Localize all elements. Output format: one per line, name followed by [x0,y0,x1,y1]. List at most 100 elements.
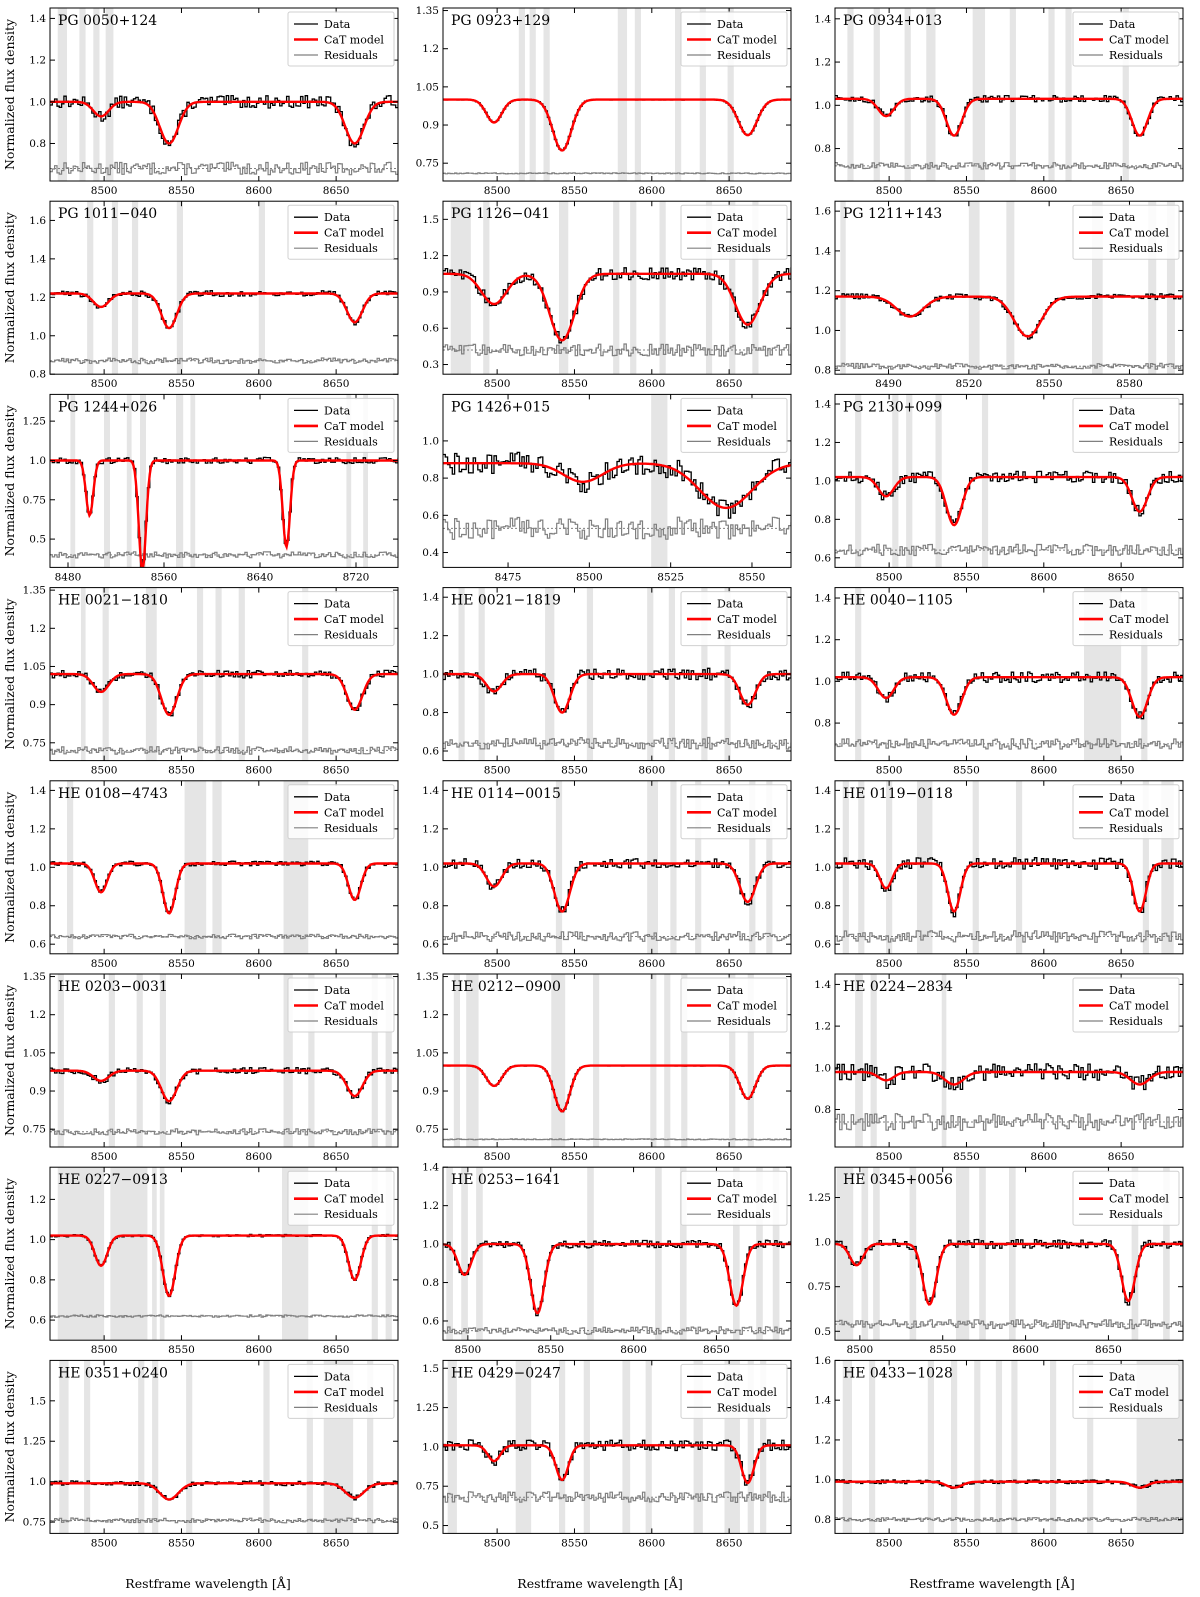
x-tick-label: 8550 [953,571,980,583]
x-tick-label: 8550 [739,571,766,583]
legend-label-data: Data [717,211,744,224]
masked-region [1091,201,1103,375]
y-tick-label: 1.2 [422,1009,439,1021]
x-tick-label: 8500 [484,1537,511,1549]
masked-region [1166,201,1175,375]
legend-label-data: Data [1109,211,1136,224]
y-tick-label: 1.2 [814,823,831,835]
masked-region [446,1167,453,1341]
masked-region [972,780,979,954]
x-tick-label: 8650 [716,1151,743,1163]
panel-frame [49,393,399,568]
masked-region [974,1360,981,1534]
x-tick-label: 8550 [561,958,588,970]
legend-label-residuals: Residuals [717,1208,771,1221]
residuals-series [835,1516,1183,1523]
x-tick-label: 8500 [91,765,118,777]
x-tick-label: 8550 [537,1344,564,1356]
y-tick-label: 1.2 [814,634,831,646]
masked-region [1087,1360,1094,1534]
model-series [835,1242,1183,1306]
spectrum-panel: 0.6 0.8 1.0 1.2 1.4 8500 8550 8600 8650 HE 0021−1… [422,587,792,777]
y-tick-label: 1.35 [416,5,439,17]
x-tick-label: 8550 [561,185,588,197]
x-tick-label: 8650 [716,765,743,777]
legend-box [1072,204,1180,260]
legend-box [680,11,788,67]
legend-box [287,784,395,840]
y-tick-label: 1.2 [814,285,831,297]
legend-box [1072,11,1180,67]
masked-region [110,1167,148,1341]
y-axis-label: Normalized flux density [2,211,17,363]
masked-region [152,1360,159,1534]
residuals-series [443,1326,791,1335]
y-tick-label: 1.0 [814,475,831,487]
y-tick-label: 1.2 [814,1021,831,1033]
masked-region [972,8,986,181]
y-tick-label: 1.0 [814,1062,831,1074]
y-tick-label: 1.4 [814,399,831,411]
y-tick-label: 1.5 [422,1363,439,1375]
residuals-series [443,343,791,357]
legend-label-data: Data [717,18,744,31]
y-tick-label: 0.8 [29,138,46,150]
model-series [50,1234,398,1298]
legend-label-data: Data [1109,404,1136,417]
model-series [443,672,791,714]
x-tick-label: 8650 [716,1537,743,1549]
y-tick-label: 1.6 [29,215,46,227]
spectrum-panel: 0.6 0.8 1.0 1.2 8500 8550 8600 8650 HE 0227−0913… [2,1166,399,1356]
panel-title: PG 0923+129 [451,13,550,29]
legend-label-model: CaT model [717,806,777,819]
x-tick-label: 8600 [1030,765,1057,777]
legend-box [287,1363,395,1419]
y-tick-label: 0.9 [422,1086,439,1098]
legend-box [287,11,395,67]
legend-label-model: CaT model [717,420,777,433]
masked-region [483,201,490,375]
masked-region [126,394,132,568]
y-tick-label: 1.4 [422,592,439,604]
legend-label-residuals: Residuals [717,242,771,255]
spectrum-panel: 0.8 1.0 1.2 1.4 1.6 8490 8520 8550 8580 PG 1211+1… [814,200,1184,390]
legend-label-data: Data [1109,1370,1136,1383]
legend-label-residuals: Residuals [324,822,378,835]
panel-title: HE 0108−4743 [58,786,168,802]
y-tick-label: 1.05 [23,661,46,673]
data-series [50,290,398,329]
model-series [443,272,791,342]
x-tick-label: 8550 [953,958,980,970]
masked-region [87,201,94,375]
y-tick-label: 1.0 [422,1441,439,1453]
legend-label-model: CaT model [1109,420,1169,433]
masked-region [909,1167,917,1341]
data-series [835,671,1183,720]
spectrum-panel: 0.75 0.9 1.05 1.2 1.35 8500 8550 8600 8650 HE 020… [2,971,399,1163]
masked-region [529,8,536,181]
legend-label-model: CaT model [717,34,777,47]
spectrum-panel: 0.75 1.0 1.25 1.5 8500 8550 8600 8650 HE 0351+02… [2,1359,399,1549]
panel-frame [442,973,792,1148]
y-tick-label: 0.6 [814,939,831,951]
legend-label-residuals: Residuals [1109,242,1163,255]
x-tick-label: 8600 [245,378,272,390]
residuals-series [443,931,791,942]
y-axis-label: Normalized flux density [2,404,17,556]
masked-region [283,974,293,1147]
masked-region [371,974,378,1147]
masked-region [263,1360,270,1534]
model-series [835,1480,1183,1489]
legend-label-model: CaT model [717,1193,777,1206]
legend-label-data: Data [717,1370,744,1383]
data-series [443,1239,791,1317]
plot-area [835,1360,1183,1534]
spectrum-panel: 0.8 1.0 1.2 1.4 8500 8550 8600 8650 HE 0040−1105… [814,587,1184,777]
panel-title: HE 0021−1819 [451,593,561,609]
legend-label-residuals: Residuals [1109,49,1163,62]
legend-label-model: CaT model [324,34,384,47]
masked-region [306,1360,313,1534]
y-tick-label: 1.0 [29,455,46,467]
y-tick-label: 1.0 [814,676,831,688]
